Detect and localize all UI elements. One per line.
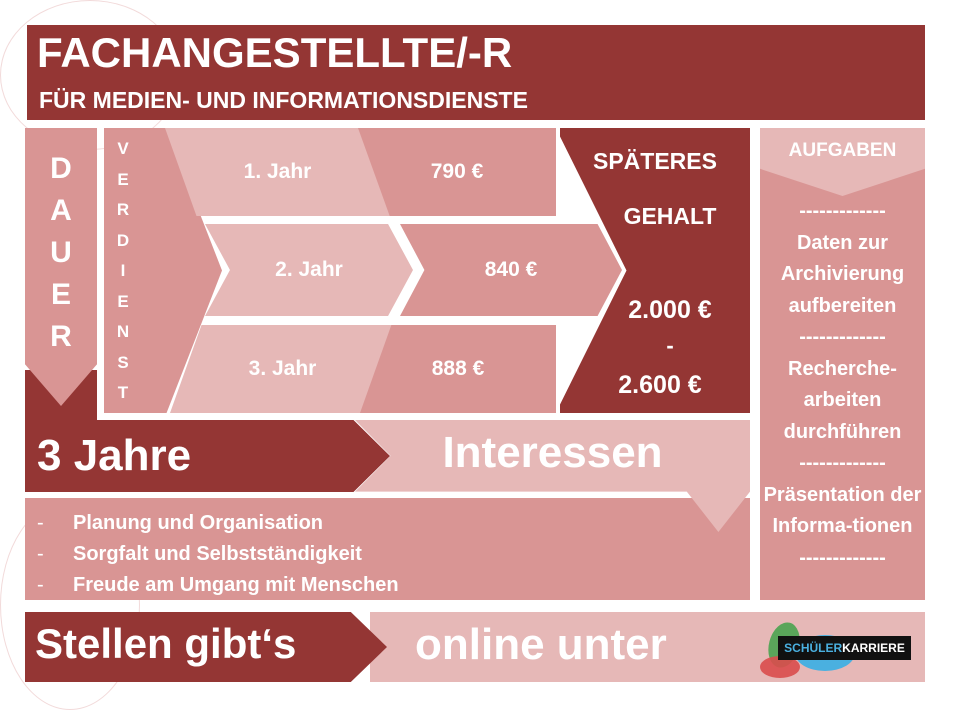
interessen-items: - Planung und Organisation - Sorgfalt und …: [37, 508, 737, 601]
aufgaben-header: [760, 128, 925, 196]
letter: R: [116, 200, 130, 219]
pay-2: 840 €: [400, 224, 622, 316]
year-1: 1. Jahr: [165, 128, 390, 216]
letter: I: [120, 261, 126, 280]
separator: -------------: [799, 200, 886, 222]
page-subtitle: FÜR MEDIEN- UND INFORMATIONSDIENSTE: [39, 87, 528, 113]
list-item-text: Freude am Umgang mit Menschen: [73, 574, 399, 596]
aufgaben-item: Präsentation der Informa-tionen: [763, 483, 922, 538]
letter: D: [50, 152, 72, 185]
gehalt-from: 2.000 €: [628, 296, 712, 324]
footer-online: online unter: [415, 620, 667, 669]
gehalt-title: GEHALT: [623, 203, 717, 229]
letter: E: [117, 291, 129, 311]
separator: -------------: [799, 546, 886, 569]
interessen-title: Interessen: [442, 428, 663, 477]
letter: E: [50, 278, 71, 311]
letter: T: [117, 383, 129, 402]
separator: -------------: [799, 326, 886, 348]
dauer-value: 3 Jahre: [25, 420, 390, 492]
footer-right: online unter SCHÜLERKARRIERE: [370, 612, 925, 682]
letter: D: [116, 230, 130, 250]
letter: V: [117, 139, 129, 158]
letter: S: [117, 352, 129, 372]
list-item-text: Planung und Organisation: [73, 512, 323, 534]
interessen-list: - Planung und Organisation - Sorgfalt und …: [25, 498, 750, 600]
gehalt-title: SPÄTERES: [593, 148, 717, 174]
logo-part: KARRIERE: [842, 641, 905, 655]
logo-text: SCHÜLERKARRIERE: [778, 636, 911, 660]
letter: E: [117, 169, 129, 189]
letter: N: [116, 322, 130, 341]
aufgaben-item: Daten zur Archivierung aufbereiten: [780, 231, 905, 317]
list-item: - Planung und Organisation: [37, 512, 323, 534]
footer-left: Stellen gibt‘s: [25, 612, 387, 682]
schuelerkarriere-logo[interactable]: SCHÜLERKARRIERE: [755, 618, 915, 680]
letter: U: [50, 236, 72, 269]
list-item-text: Sorgfalt und Selbstständigkeit: [73, 543, 362, 565]
aufgaben-title: AUFGABEN: [788, 140, 897, 161]
list-item: - Sorgfalt und Selbstständigkeit: [37, 543, 362, 565]
pay-3: 888 €: [360, 325, 556, 413]
aufgaben-list: ------------- Daten zur Archivierung auf…: [762, 196, 923, 574]
title-bar: FACHANGESTELLTE/-R FÜR MEDIEN- UND INFOR…: [27, 25, 925, 120]
year-3: 3. Jahr: [170, 325, 395, 413]
pay-1: 790 €: [358, 128, 556, 216]
gehalt-dash: -: [666, 333, 674, 358]
letter: R: [50, 320, 72, 353]
separator: -------------: [799, 452, 886, 474]
aufgaben-panel: AUFGABEN ------------- Daten zur Archivi…: [760, 128, 925, 600]
page-title: FACHANGESTELLTE/-R: [37, 29, 513, 76]
footer-stellen: Stellen gibt‘s: [35, 620, 297, 667]
aufgaben-item: Recherche-arbeiten durchführen: [783, 357, 902, 443]
letter: A: [50, 194, 72, 227]
gehalt-to: 2.600 €: [618, 371, 702, 399]
list-item: - Freude am Umgang mit Menschen: [37, 574, 399, 596]
year-2: 2. Jahr: [205, 224, 413, 316]
logo-part: SCHÜLER: [784, 641, 843, 655]
